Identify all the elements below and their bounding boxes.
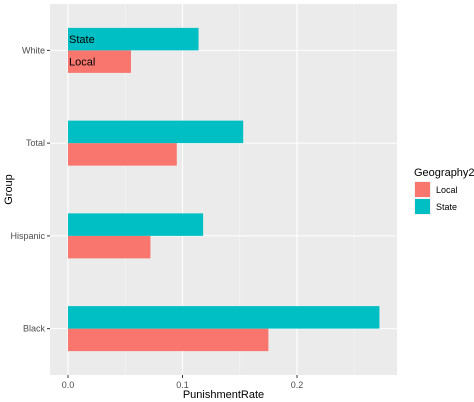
y-tick-label: Black [23, 324, 46, 334]
bar-state-hispanic [68, 213, 204, 236]
y-axis-title: Group [3, 174, 15, 205]
x-axis: 0.0 0.1 0.2 [62, 375, 304, 390]
bars [68, 27, 380, 352]
bar-local-hispanic [68, 235, 151, 259]
x-axis-title: PunishmentRate [183, 389, 264, 401]
bar-state-total [68, 120, 244, 144]
bar-local-total [68, 143, 177, 166]
y-tick-label: Total [26, 138, 45, 148]
x-tick-label: 0.0 [62, 380, 75, 390]
bar-annotations: State Local [69, 34, 95, 69]
x-tick-label: 0.2 [291, 380, 304, 390]
legend-label-state: State [436, 202, 457, 212]
y-tick-label: Hispanic [10, 231, 45, 241]
legend-title: Geography2 [414, 167, 474, 179]
bar-annotation-state: State [69, 34, 95, 46]
legend-swatch-state [415, 199, 430, 214]
bar-annotation-local: Local [69, 57, 95, 69]
bar-local-black [68, 328, 269, 352]
y-axis: Black Hispanic Total White [10, 45, 50, 334]
bar-state-white [68, 27, 199, 51]
x-tick-label: 0.1 [176, 380, 189, 390]
bar-state-black [68, 306, 380, 329]
y-tick-label: White [22, 45, 45, 55]
legend-swatch-local [415, 182, 430, 197]
legend: Geography2 Local State [414, 167, 474, 215]
bar-local-white [68, 50, 131, 73]
legend-label-local: Local [436, 185, 458, 195]
